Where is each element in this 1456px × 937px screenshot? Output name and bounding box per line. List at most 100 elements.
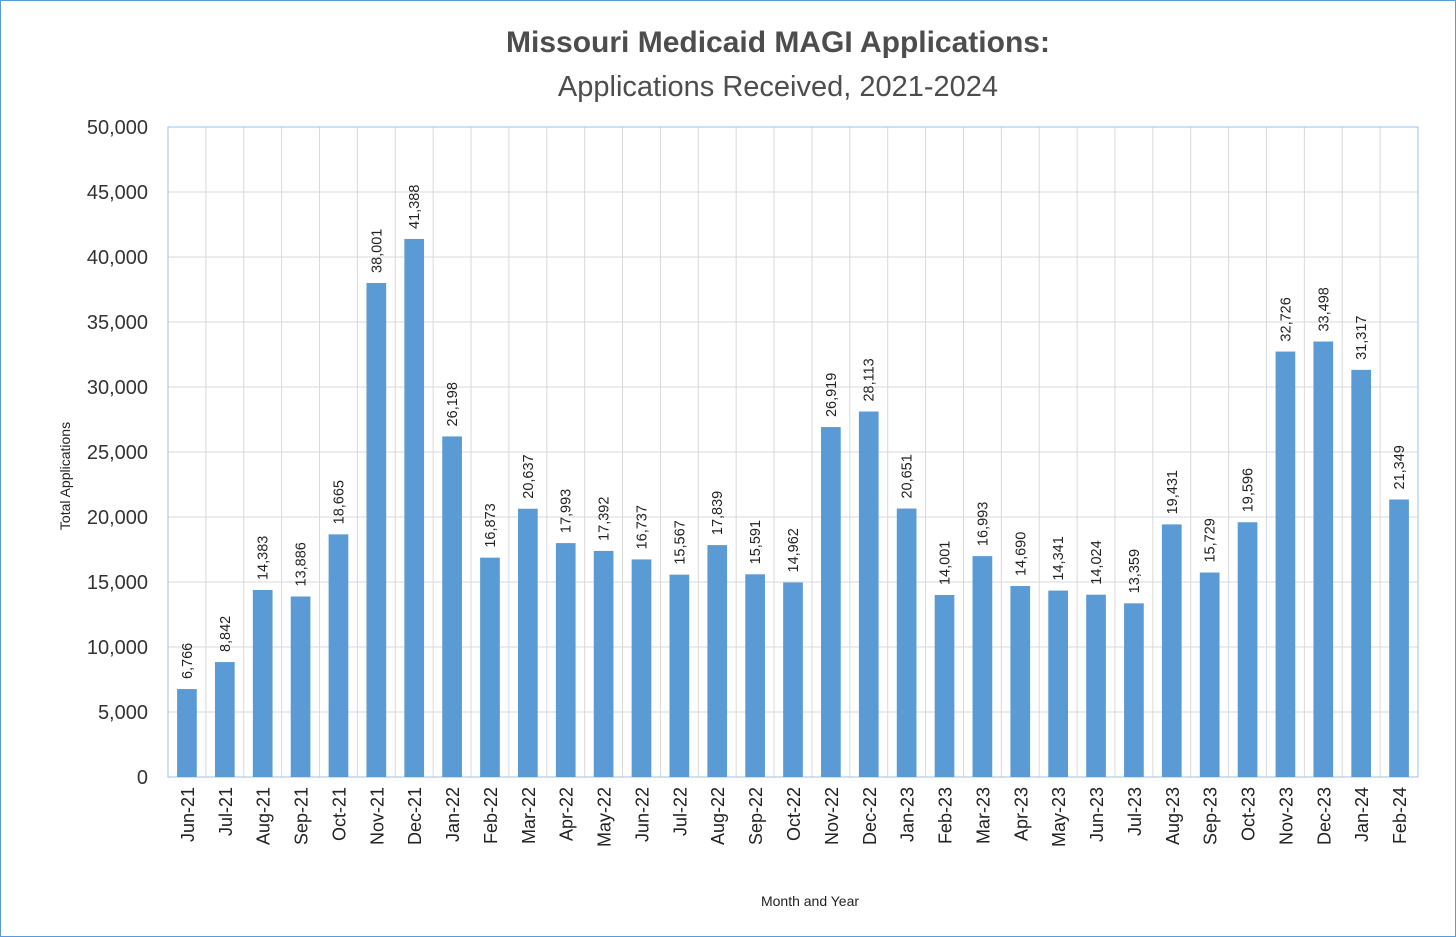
x-tick-label: Jun-22 bbox=[632, 787, 652, 842]
x-tick-label: Nov-22 bbox=[822, 787, 842, 845]
bar-Sep-21 bbox=[290, 596, 311, 777]
x-tick-label: Jun-21 bbox=[178, 787, 198, 842]
bar-Dec-22 bbox=[858, 411, 879, 777]
x-tick-label: Mar-22 bbox=[519, 787, 539, 844]
x-tick-label: Feb-22 bbox=[481, 787, 501, 844]
bar-Oct-21 bbox=[328, 534, 349, 777]
bar-Jan-24 bbox=[1351, 369, 1372, 777]
data-label: 17,993 bbox=[559, 489, 575, 533]
x-tick-label: Jul-22 bbox=[670, 787, 690, 836]
y-tick-label: 5,000 bbox=[98, 702, 148, 724]
chart-title: Missouri Medicaid MAGI Applications: bbox=[506, 26, 1050, 59]
data-label: 13,886 bbox=[294, 542, 310, 586]
bar-Jan-22 bbox=[442, 436, 462, 777]
y-axis-ticks: 0 5,000 10,000 15,000 20,000 25,000 30,000 35,0… bbox=[87, 117, 148, 789]
x-tick-label: Mar-23 bbox=[973, 787, 993, 844]
y-tick-label: 35,000 bbox=[87, 312, 148, 334]
bar-Dec-23 bbox=[1313, 341, 1334, 777]
x-tick-label: Aug-22 bbox=[708, 787, 728, 845]
data-label: 16,873 bbox=[483, 503, 499, 547]
data-label: 26,198 bbox=[445, 382, 461, 426]
x-tick-label: Oct-23 bbox=[1239, 787, 1259, 841]
x-tick-label: Nov-23 bbox=[1276, 787, 1296, 845]
y-tick-label: 25,000 bbox=[87, 442, 148, 464]
bars bbox=[177, 238, 1409, 777]
y-tick-label: 10,000 bbox=[87, 637, 148, 659]
x-tick-label: Oct-21 bbox=[329, 787, 349, 841]
bar-Mar-23 bbox=[972, 556, 993, 777]
bar-Mar-22 bbox=[518, 508, 538, 777]
bar-Aug-23 bbox=[1161, 524, 1182, 777]
x-tick-label: Jul-23 bbox=[1125, 787, 1145, 836]
x-tick-label: Apr-22 bbox=[557, 787, 577, 841]
bar-Aug-21 bbox=[252, 590, 273, 777]
data-label: 31,317 bbox=[1354, 316, 1370, 360]
x-tick-label: Feb-24 bbox=[1390, 787, 1410, 844]
bar-Nov-23 bbox=[1275, 351, 1296, 777]
x-tick-label: Sep-23 bbox=[1201, 787, 1221, 845]
data-label: 14,962 bbox=[786, 528, 802, 572]
y-tick-label: 40,000 bbox=[87, 247, 148, 269]
x-tick-label: Dec-21 bbox=[405, 787, 425, 845]
data-labels: 6,766 8,842 14,383 13,886 18,665 38,001 41,388… bbox=[180, 185, 1408, 679]
x-tick-label: Dec-22 bbox=[860, 787, 880, 845]
y-tick-label: 50,000 bbox=[87, 117, 148, 139]
bar-Oct-23 bbox=[1237, 522, 1258, 777]
data-label: 41,388 bbox=[407, 185, 423, 229]
x-axis-label: Month and Year bbox=[761, 893, 859, 909]
data-label: 20,651 bbox=[900, 454, 916, 498]
data-label: 13,359 bbox=[1127, 549, 1143, 593]
bar-May-22 bbox=[593, 550, 614, 777]
y-tick-label: 20,000 bbox=[87, 507, 148, 529]
bar-Dec-21 bbox=[404, 238, 425, 777]
y-tick-label: 30,000 bbox=[87, 377, 148, 399]
bar-Jun-21 bbox=[177, 689, 197, 777]
data-label: 14,001 bbox=[938, 541, 954, 585]
bar-Sep-23 bbox=[1199, 572, 1220, 777]
bar-May-23 bbox=[1048, 590, 1068, 777]
y-tick-label: 0 bbox=[137, 767, 148, 789]
bar-Apr-23 bbox=[1010, 586, 1031, 777]
bar-Sep-22 bbox=[745, 574, 765, 777]
data-label: 15,591 bbox=[748, 520, 764, 564]
data-label: 20,637 bbox=[521, 454, 537, 498]
bar-Nov-22 bbox=[821, 427, 841, 777]
data-label: 16,993 bbox=[975, 502, 991, 546]
bar-Feb-23 bbox=[934, 594, 955, 777]
bar-Oct-22 bbox=[783, 582, 803, 777]
data-label: 18,665 bbox=[331, 480, 347, 524]
data-label: 15,729 bbox=[1203, 518, 1219, 562]
data-label: 26,919 bbox=[824, 373, 840, 417]
data-label: 16,737 bbox=[634, 505, 650, 549]
x-tick-label: Sep-21 bbox=[292, 787, 312, 845]
bar-Apr-22 bbox=[555, 543, 576, 777]
data-label: 38,001 bbox=[369, 229, 385, 273]
data-label: 15,567 bbox=[672, 520, 688, 564]
bar-Jul-22 bbox=[669, 574, 690, 777]
x-tick-label: Feb-23 bbox=[936, 787, 956, 844]
y-tick-label: 45,000 bbox=[87, 182, 148, 204]
data-label: 14,383 bbox=[256, 536, 272, 580]
bar-Jun-22 bbox=[631, 559, 652, 777]
x-tick-label: Oct-22 bbox=[784, 787, 804, 841]
data-label: 32,726 bbox=[1278, 297, 1294, 341]
data-label: 33,498 bbox=[1316, 287, 1332, 331]
x-tick-label: May-23 bbox=[1049, 787, 1069, 847]
x-tick-label: Apr-23 bbox=[1011, 787, 1031, 841]
data-label: 17,839 bbox=[710, 491, 726, 535]
data-label: 14,690 bbox=[1013, 532, 1029, 576]
bar-Feb-22 bbox=[480, 557, 500, 777]
bar-Jul-21 bbox=[214, 662, 235, 777]
data-label: 19,431 bbox=[1165, 470, 1181, 514]
x-tick-label: Aug-23 bbox=[1163, 787, 1183, 845]
data-label: 21,349 bbox=[1392, 445, 1408, 489]
x-tick-label: May-22 bbox=[595, 787, 615, 847]
bar-Aug-22 bbox=[707, 545, 728, 777]
y-axis-label: Total Applications bbox=[57, 422, 73, 530]
y-tick-label: 15,000 bbox=[87, 572, 148, 594]
data-label: 14,024 bbox=[1089, 540, 1105, 584]
x-tick-label: Jul-21 bbox=[216, 787, 236, 836]
data-label: 17,392 bbox=[597, 497, 613, 541]
